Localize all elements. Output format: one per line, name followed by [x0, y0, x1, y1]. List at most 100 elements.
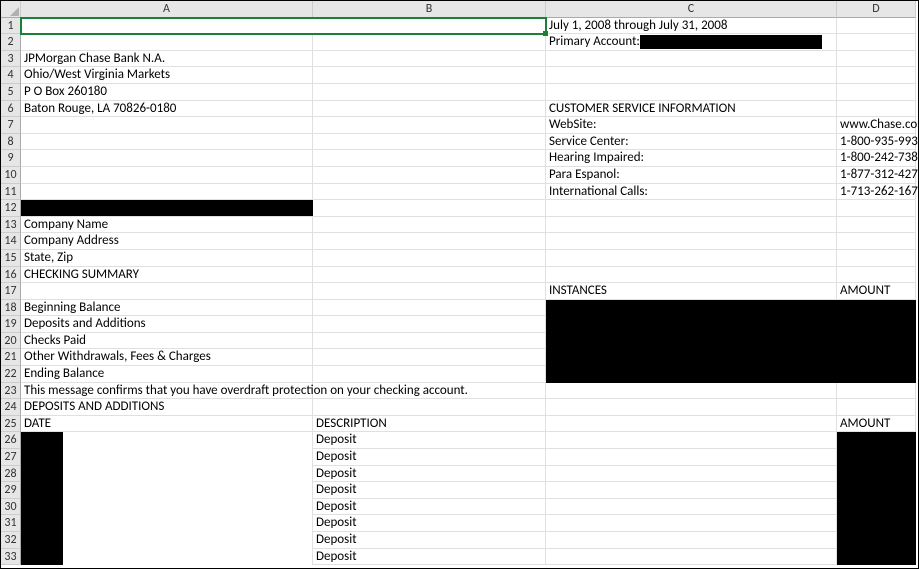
- row-header-1[interactable]: 1: [1, 18, 21, 35]
- column-header-A[interactable]: A: [21, 1, 313, 18]
- cell-C25[interactable]: [546, 416, 837, 433]
- cell-C5[interactable]: [546, 84, 837, 101]
- cell-A26[interactable]: [21, 432, 313, 449]
- row-header-23[interactable]: 23: [1, 383, 21, 400]
- cell-D5[interactable]: [837, 84, 916, 101]
- cell-B13[interactable]: [313, 217, 546, 234]
- cell-B19[interactable]: [313, 316, 546, 333]
- cell-D24[interactable]: [837, 399, 916, 416]
- cell-B18[interactable]: [313, 300, 546, 317]
- cell-C9[interactable]: Hearing Impaired:: [546, 150, 837, 167]
- cell-B12[interactable]: [313, 200, 546, 217]
- cell-D15[interactable]: [837, 250, 916, 267]
- row-header-17[interactable]: 17: [1, 283, 21, 300]
- row-header-6[interactable]: 6: [1, 101, 21, 118]
- cell-C16[interactable]: [546, 267, 837, 284]
- row-header-29[interactable]: 29: [1, 482, 21, 499]
- cell-C17[interactable]: INSTANCES: [546, 283, 837, 300]
- row-header-3[interactable]: 3: [1, 51, 21, 68]
- cell-D9[interactable]: 1-800-242-7383: [837, 150, 916, 167]
- cell-C3[interactable]: [546, 51, 837, 68]
- cell-C10[interactable]: Para Espanol:: [546, 167, 837, 184]
- row-header-13[interactable]: 13: [1, 217, 21, 234]
- cell-D32[interactable]: [837, 532, 916, 549]
- column-header-C[interactable]: C: [546, 1, 837, 18]
- cell-B26[interactable]: Deposit: [313, 432, 546, 449]
- cell-C22[interactable]: [546, 366, 837, 383]
- cell-A13[interactable]: Company Name: [21, 217, 313, 234]
- row-header-7[interactable]: 7: [1, 117, 21, 134]
- cell-D31[interactable]: [837, 515, 916, 532]
- cell-B21[interactable]: [313, 349, 546, 366]
- cell-C2[interactable]: Primary Account:: [546, 34, 837, 51]
- row-header-4[interactable]: 4: [1, 67, 21, 84]
- cell-A21[interactable]: Other Withdrawals, Fees & Charges: [21, 349, 313, 366]
- cell-D33[interactable]: [837, 549, 916, 566]
- cell-D18[interactable]: [837, 300, 916, 317]
- row-header-15[interactable]: 15: [1, 250, 21, 267]
- row-header-21[interactable]: 21: [1, 349, 21, 366]
- cell-A23[interactable]: This message confirms that you have over…: [21, 383, 313, 400]
- row-header-18[interactable]: 18: [1, 300, 21, 317]
- cell-B9[interactable]: [313, 150, 546, 167]
- cell-D20[interactable]: [837, 333, 916, 350]
- cell-A15[interactable]: State, Zip: [21, 250, 313, 267]
- cell-C1[interactable]: July 1, 2008 through July 31, 2008: [546, 18, 837, 35]
- row-header-12[interactable]: 12: [1, 200, 21, 217]
- row-header-2[interactable]: 2: [1, 34, 21, 51]
- cell-A18[interactable]: Beginning Balance: [21, 300, 313, 317]
- row-header-31[interactable]: 31: [1, 515, 21, 532]
- row-header-22[interactable]: 22: [1, 366, 21, 383]
- cell-D23[interactable]: [837, 383, 916, 400]
- cell-A8[interactable]: [21, 134, 313, 151]
- cell-C7[interactable]: WebSite:: [546, 117, 837, 134]
- cell-C13[interactable]: [546, 217, 837, 234]
- cell-D29[interactable]: [837, 482, 916, 499]
- cell-A3[interactable]: JPMorgan Chase Bank N.A.: [21, 51, 313, 68]
- cell-C15[interactable]: [546, 250, 837, 267]
- cell-C4[interactable]: [546, 67, 837, 84]
- column-header-D[interactable]: D: [837, 1, 916, 18]
- cell-A14[interactable]: Company Address: [21, 233, 313, 250]
- cell-D19[interactable]: [837, 316, 916, 333]
- row-header-8[interactable]: 8: [1, 134, 21, 151]
- cell-A17[interactable]: [21, 283, 313, 300]
- cell-A7[interactable]: [21, 117, 313, 134]
- cell-B31[interactable]: Deposit: [313, 515, 546, 532]
- cell-B14[interactable]: [313, 233, 546, 250]
- row-header-26[interactable]: 26: [1, 432, 21, 449]
- cell-D16[interactable]: [837, 267, 916, 284]
- cell-C26[interactable]: [546, 432, 837, 449]
- cell-A33[interactable]: [21, 549, 313, 566]
- cell-D6[interactable]: [837, 101, 916, 118]
- row-header-5[interactable]: 5: [1, 84, 21, 101]
- cell-A32[interactable]: [21, 532, 313, 549]
- cell-B6[interactable]: [313, 101, 546, 118]
- cell-B29[interactable]: Deposit: [313, 482, 546, 499]
- cell-A16[interactable]: CHECKING SUMMARY: [21, 267, 313, 284]
- cell-D3[interactable]: [837, 51, 916, 68]
- cell-C20[interactable]: [546, 333, 837, 350]
- cell-B27[interactable]: Deposit: [313, 449, 546, 466]
- cell-B32[interactable]: Deposit: [313, 532, 546, 549]
- row-header-32[interactable]: 32: [1, 532, 21, 549]
- cell-D28[interactable]: [837, 466, 916, 483]
- cell-D11[interactable]: 1-713-262-1679: [837, 184, 916, 201]
- cell-C30[interactable]: [546, 499, 837, 516]
- cell-B2[interactable]: [313, 34, 546, 51]
- cell-D25[interactable]: AMOUNT: [837, 416, 916, 433]
- cell-C33[interactable]: [546, 549, 837, 566]
- cell-C23[interactable]: [546, 383, 837, 400]
- cell-C19[interactable]: [546, 316, 837, 333]
- cell-D13[interactable]: [837, 217, 916, 234]
- cell-A28[interactable]: [21, 466, 313, 483]
- cell-B25[interactable]: DESCRIPTION: [313, 416, 546, 433]
- cell-B17[interactable]: [313, 283, 546, 300]
- cell-D26[interactable]: [837, 432, 916, 449]
- cell-A4[interactable]: Ohio/West Virginia Markets: [21, 67, 313, 84]
- row-header-33[interactable]: 33: [1, 549, 21, 566]
- cell-D10[interactable]: 1-877-312-4273: [837, 167, 916, 184]
- cell-A29[interactable]: [21, 482, 313, 499]
- cell-C27[interactable]: [546, 449, 837, 466]
- cell-D14[interactable]: [837, 233, 916, 250]
